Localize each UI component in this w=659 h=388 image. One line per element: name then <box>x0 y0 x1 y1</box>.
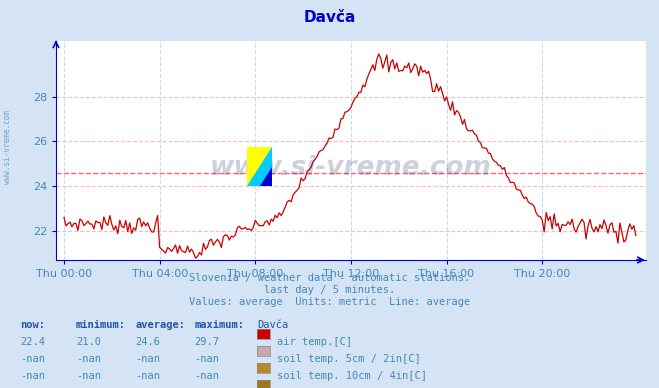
Text: www.si-vreme.com: www.si-vreme.com <box>210 155 492 181</box>
Text: soil temp. 10cm / 4in[C]: soil temp. 10cm / 4in[C] <box>277 371 427 381</box>
Text: -nan: -nan <box>194 371 219 381</box>
Text: -nan: -nan <box>20 354 45 364</box>
Text: Slovenia / weather data - automatic stations.: Slovenia / weather data - automatic stat… <box>189 273 470 283</box>
Text: 24.6: 24.6 <box>135 337 160 347</box>
Text: Davča: Davča <box>303 10 356 25</box>
Text: -nan: -nan <box>76 354 101 364</box>
Text: now:: now: <box>20 320 45 330</box>
Text: air temp.[C]: air temp.[C] <box>277 337 352 347</box>
Text: 29.7: 29.7 <box>194 337 219 347</box>
Text: 21.0: 21.0 <box>76 337 101 347</box>
Polygon shape <box>247 147 272 186</box>
Text: minimum:: minimum: <box>76 320 126 330</box>
Polygon shape <box>260 167 272 186</box>
Text: last day / 5 minutes.: last day / 5 minutes. <box>264 285 395 295</box>
Text: -nan: -nan <box>135 354 160 364</box>
Text: -nan: -nan <box>194 354 219 364</box>
Text: Davča: Davča <box>257 320 288 330</box>
Text: -nan: -nan <box>135 371 160 381</box>
Text: www.si-vreme.com: www.si-vreme.com <box>3 111 13 184</box>
Polygon shape <box>247 147 272 186</box>
Text: soil temp. 5cm / 2in[C]: soil temp. 5cm / 2in[C] <box>277 354 420 364</box>
Text: 22.4: 22.4 <box>20 337 45 347</box>
Text: maximum:: maximum: <box>194 320 244 330</box>
Text: Values: average  Units: metric  Line: average: Values: average Units: metric Line: aver… <box>189 296 470 307</box>
Text: -nan: -nan <box>20 371 45 381</box>
Text: average:: average: <box>135 320 185 330</box>
Text: -nan: -nan <box>76 371 101 381</box>
